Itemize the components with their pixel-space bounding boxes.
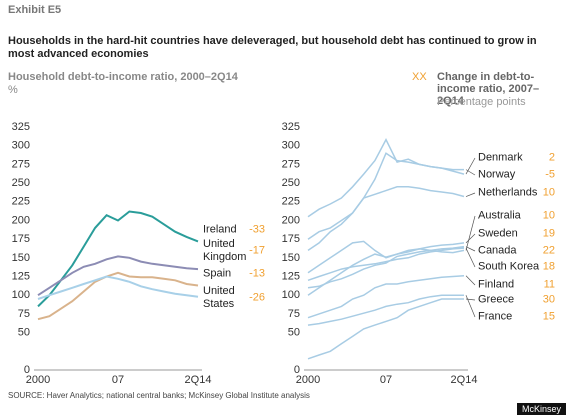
y-tick-label: 300 (12, 140, 30, 152)
y-tick-label: 225 (282, 196, 300, 208)
change-label: 22 (542, 244, 555, 257)
change-label: -33 (249, 223, 265, 236)
change-label: -13 (249, 267, 265, 280)
change-label: 18 (542, 260, 555, 273)
change-label: 11 (543, 278, 555, 291)
change-label: 19 (542, 227, 555, 240)
leader-line (465, 215, 476, 251)
y-tick-label: 225 (12, 196, 30, 208)
y-tick-label: 50 (288, 327, 300, 339)
series-label: Ireland (203, 223, 237, 236)
legend-marker: XX (412, 71, 427, 83)
x-tick-label: 07 (380, 374, 392, 386)
x-tick-label: 2Q14 (451, 374, 478, 386)
series-label: Finland (478, 278, 515, 291)
leader-line (465, 192, 476, 197)
series-line (37, 275, 199, 300)
series-label: South Korea (478, 260, 540, 273)
series-label: United States (203, 285, 235, 310)
change-label: -5 (545, 168, 555, 181)
x-tick-label: 2000 (296, 374, 320, 386)
series-line (37, 210, 199, 308)
x-tick-label: 2Q14 (185, 374, 212, 386)
series-label: Sweden (478, 227, 518, 240)
brand: McKinsey (516, 403, 566, 415)
series-line (307, 247, 465, 282)
y-tick-label: 175 (282, 233, 300, 245)
y-tick-label: 150 (12, 252, 30, 264)
change-label: 2 (548, 151, 555, 164)
series-label: France (478, 310, 513, 323)
y-tick-label: 325 (12, 121, 30, 133)
y-tick-label: 325 (282, 121, 300, 133)
exhibit: Exhibit E5 (8, 4, 62, 16)
series-label: Greece (478, 293, 515, 306)
source: SOURCE: Haver Analytics; national centra… (8, 391, 310, 400)
y-tick-label: 75 (18, 308, 30, 320)
y-tick-label: 100 (12, 289, 30, 301)
series-line (37, 271, 199, 321)
leader-line (465, 169, 476, 176)
series-label: Canada (478, 244, 517, 257)
series-line (307, 245, 465, 289)
series-line (307, 152, 464, 240)
y-tick-label: 275 (12, 158, 30, 170)
series-line (307, 275, 465, 319)
y-tick-label: 0 (294, 364, 300, 376)
series-line (307, 242, 465, 296)
leader-line (465, 246, 476, 252)
y-tick-label: 0 (24, 364, 30, 376)
y-tick-label: 75 (288, 308, 300, 320)
y-tick-label: 300 (282, 140, 300, 152)
y-tick-label: 125 (12, 270, 30, 282)
x-tick-label: 07 (112, 374, 124, 386)
change-label: 15 (542, 310, 555, 323)
change-label: 10 (542, 186, 555, 199)
leader-line (465, 247, 476, 268)
series-line (37, 255, 199, 297)
series-line (307, 138, 465, 218)
change-label: -17 (249, 244, 265, 257)
series-label: Australia (478, 209, 521, 222)
subtitle: Household debt-to-income ratio, 2000–2Q1… (8, 71, 238, 83)
y-tick-label: 150 (282, 252, 300, 264)
x-tick-label: 2000 (26, 374, 50, 386)
y-tick-label: 100 (282, 289, 300, 301)
change-label: 30 (542, 293, 555, 306)
y-tick-label: 50 (18, 327, 30, 339)
unit: % (8, 84, 18, 96)
series-label: Norway (478, 168, 516, 181)
change-label: -26 (249, 291, 265, 304)
series-label: United Kingdom (203, 238, 247, 263)
y-tick-label: 250 (12, 177, 30, 189)
leader-line (465, 157, 476, 175)
series-label: Netherlands (478, 186, 538, 199)
legend-subtitle: Percentage points (437, 96, 526, 108)
y-tick-label: 200 (12, 214, 30, 226)
y-tick-label: 250 (282, 177, 300, 189)
leader-line (465, 233, 476, 244)
y-tick-label: 275 (282, 158, 300, 170)
title: Households in the hard-hit countries hav… (8, 35, 537, 60)
series-label: Spain (203, 267, 232, 280)
leader-line (465, 295, 476, 318)
y-tick-label: 125 (282, 270, 300, 282)
change-label: 10 (542, 209, 555, 222)
y-tick-label: 175 (12, 233, 30, 245)
legend-title: Change in debt-to-income ratio, 2007–2Q1… (437, 71, 540, 107)
series-line (307, 294, 464, 326)
series-line (307, 298, 464, 360)
series-line (307, 186, 465, 252)
y-tick-label: 200 (282, 214, 300, 226)
series-label: Denmark (478, 151, 523, 164)
leader-line (465, 275, 476, 286)
